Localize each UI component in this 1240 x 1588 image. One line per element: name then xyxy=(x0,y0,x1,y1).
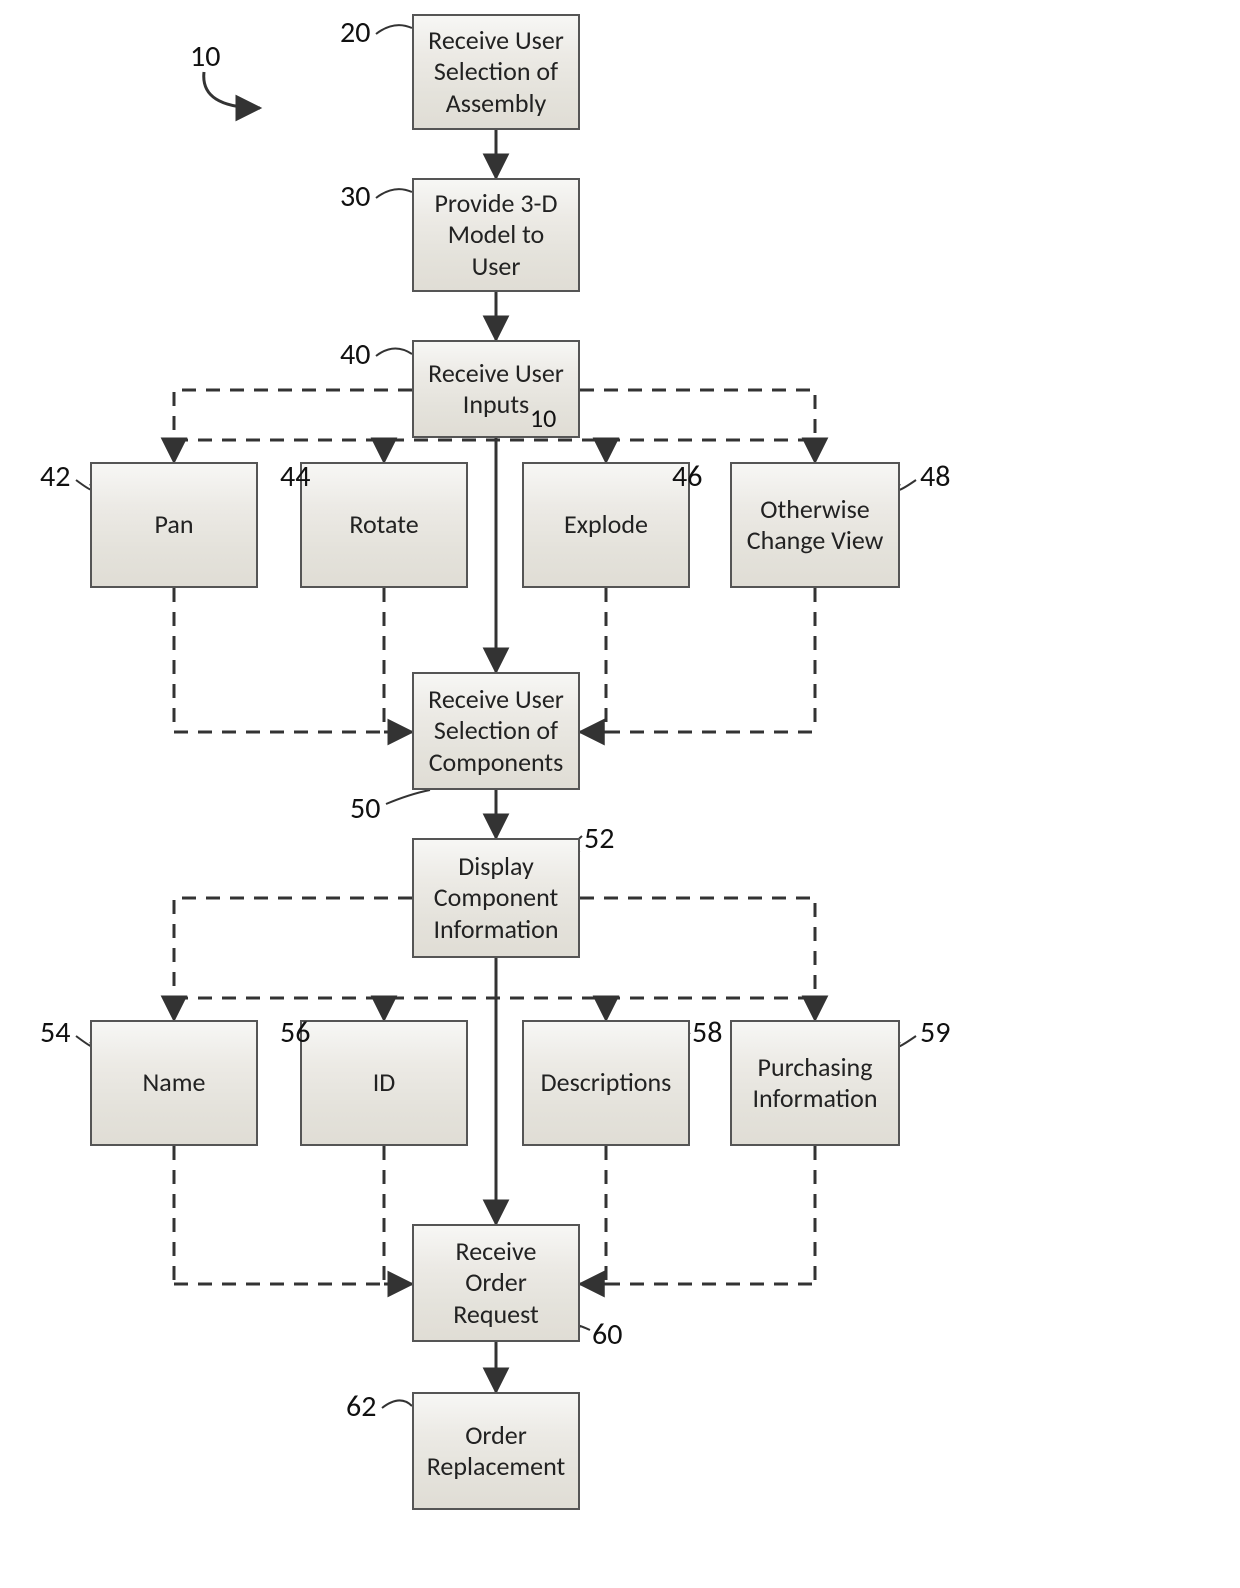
flow-node-label: Provide 3-D Model to User xyxy=(422,188,570,282)
flow-node-label: Receive User Selection of Assembly xyxy=(422,25,570,119)
flow-node-ref-60: 60 xyxy=(592,1316,622,1353)
flow-node-42: Pan xyxy=(90,462,258,588)
flow-node-ref-62: 62 xyxy=(346,1388,376,1425)
flow-node-ref-42: 42 xyxy=(40,458,70,495)
flow-node-50: Receive User Selection of Components xyxy=(412,672,580,790)
flow-node-46: Explode xyxy=(522,462,690,588)
flow-node-59: Purchasing Information xyxy=(730,1020,900,1146)
flow-node-label: Otherwise Change View xyxy=(740,494,890,556)
flow-node-ref-44: 44 xyxy=(280,458,310,495)
flow-node-56: ID xyxy=(300,1020,468,1146)
flow-node-label: ID xyxy=(373,1067,396,1098)
flow-node-30: Provide 3-D Model to User xyxy=(412,178,580,292)
flow-node-inner-ref: 10 xyxy=(530,402,556,434)
flow-node-52: Display Component Information xyxy=(412,838,580,958)
flow-node-44: Rotate xyxy=(300,462,468,588)
flow-node-60: Receive Order Request xyxy=(412,1224,580,1342)
flow-node-label: Descriptions xyxy=(541,1067,672,1098)
flow-node-label: Explode xyxy=(564,509,648,540)
flow-node-48: Otherwise Change View xyxy=(730,462,900,588)
flowchart-stage: Receive User Selection of Assembly 20 Prov… xyxy=(0,0,1240,1588)
flow-node-ref-46: 46 xyxy=(672,458,702,495)
figure-ref-10: 10 xyxy=(190,38,220,75)
flow-node-ref-48: 48 xyxy=(920,458,950,495)
flow-node-label: Display Component Information xyxy=(422,851,570,945)
flow-node-label: Order Replacement xyxy=(422,1420,570,1482)
flow-node-58: Descriptions xyxy=(522,1020,690,1146)
flow-node-label: Pan xyxy=(155,509,194,540)
flow-node-ref-20: 20 xyxy=(340,14,370,51)
flow-node-ref-54: 54 xyxy=(40,1014,70,1051)
flow-node-ref-56: 56 xyxy=(280,1014,310,1051)
flow-node-ref-58: 58 xyxy=(692,1014,722,1051)
flow-node-label: Receive User Selection of Components xyxy=(422,684,570,778)
flow-node-ref-40: 40 xyxy=(340,336,370,373)
flow-node-ref-52: 52 xyxy=(584,820,614,857)
flow-node-label: Receive Order Request xyxy=(422,1236,570,1330)
flow-node-label: Name xyxy=(143,1067,206,1098)
flow-node-62: Order Replacement xyxy=(412,1392,580,1510)
flow-node-label: Rotate xyxy=(349,509,418,540)
flow-node-20: Receive User Selection of Assembly xyxy=(412,14,580,130)
flow-node-54: Name xyxy=(90,1020,258,1146)
flow-node-label: Purchasing Information xyxy=(740,1052,890,1114)
flow-node-ref-30: 30 xyxy=(340,178,370,215)
flow-node-ref-50: 50 xyxy=(350,790,380,827)
flow-node-ref-59: 59 xyxy=(920,1014,950,1051)
